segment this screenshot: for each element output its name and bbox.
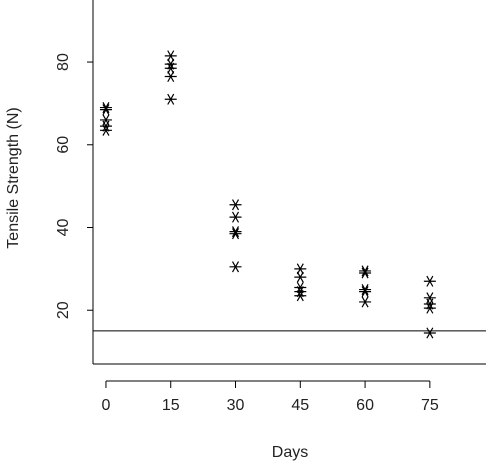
- data-point: [294, 271, 307, 283]
- x-axis: 0 15 30 45 60 75: [102, 380, 439, 414]
- data-point: [423, 275, 436, 287]
- plot-frame: [92, 0, 486, 365]
- data-point: [294, 281, 307, 293]
- y-tick-label: 20: [55, 301, 72, 319]
- data-point: [229, 226, 242, 238]
- data-point: [423, 302, 436, 314]
- y-axis-title: Tensile Strength (N): [5, 107, 22, 248]
- data-point: [359, 296, 372, 308]
- data-point: [229, 199, 242, 211]
- y-tick-label: 80: [55, 53, 72, 71]
- x-tick-label: 0: [102, 397, 111, 414]
- x-tick-label: 60: [356, 397, 374, 414]
- data-point: [359, 286, 372, 298]
- data-point: [229, 211, 242, 223]
- data-point: [99, 104, 112, 116]
- y-tick-label: 40: [55, 219, 72, 237]
- x-tick-label: 30: [227, 397, 245, 414]
- data-point: [164, 58, 177, 70]
- data-point: [423, 298, 436, 310]
- data-point: [423, 292, 436, 304]
- x-tick-label: 75: [421, 397, 439, 414]
- data-point: [294, 286, 307, 298]
- data-point: [164, 71, 177, 83]
- x-axis-title: Days: [272, 444, 308, 461]
- data-point: [359, 284, 372, 296]
- data-point: [164, 50, 177, 62]
- data-point: [99, 114, 112, 126]
- data-point: [294, 290, 307, 302]
- data-point: [423, 327, 436, 339]
- data-point: [164, 93, 177, 105]
- data-point: [229, 261, 242, 273]
- data-point: [294, 263, 307, 275]
- data-points: [99, 50, 436, 339]
- data-point: [359, 267, 372, 279]
- data-point: [164, 62, 177, 74]
- data-point: [359, 265, 372, 277]
- data-point: [229, 228, 242, 240]
- x-tick-label: 45: [291, 397, 309, 414]
- x-tick-label: 15: [162, 397, 180, 414]
- data-point: [99, 120, 112, 132]
- data-point: [99, 124, 112, 136]
- data-point: [99, 102, 112, 114]
- y-tick-label: 60: [55, 136, 72, 154]
- y-axis: 20 40 60 80: [55, 53, 93, 319]
